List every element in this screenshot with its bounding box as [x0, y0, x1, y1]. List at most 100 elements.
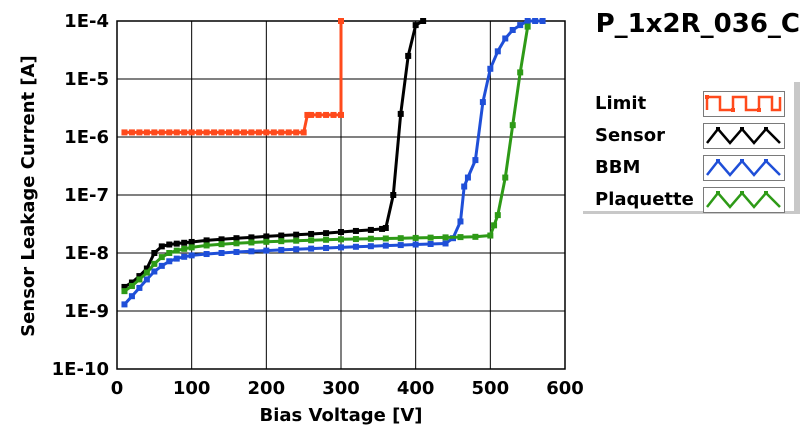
data-point-limit	[188, 129, 195, 136]
data-point-plaquette	[136, 276, 143, 283]
data-point-bbm	[278, 246, 285, 253]
data-point-bbm	[397, 242, 404, 249]
data-point-sensor	[278, 232, 285, 239]
data-point-sensor	[293, 231, 300, 238]
data-point-bbm	[367, 243, 374, 250]
data-point-limit	[300, 129, 307, 136]
data-point-plaquette	[128, 282, 135, 289]
data-point-limit	[270, 129, 277, 136]
x-tick-label: 300	[322, 378, 360, 399]
data-point-sensor	[188, 238, 195, 245]
data-point-bbm	[502, 35, 509, 42]
data-point-limit	[240, 129, 247, 136]
data-point-bbm	[352, 243, 359, 250]
data-point-sensor	[352, 227, 359, 234]
data-point-bbm	[293, 246, 300, 253]
x-tick-label: 400	[397, 378, 435, 399]
legend-label-sensor: Sensor	[595, 125, 665, 146]
legend-entry-plaquette: Plaquette	[583, 184, 794, 216]
data-point-bbm	[121, 301, 128, 308]
data-point-sensor	[397, 110, 404, 117]
y-tick-label: 1E-10	[52, 359, 109, 380]
data-point-sensor	[420, 18, 427, 24]
data-point-plaquette	[502, 174, 509, 181]
y-tick-label: 1E-6	[64, 127, 109, 148]
data-point-sensor	[121, 283, 128, 290]
data-point-limit	[248, 129, 255, 136]
data-point-limit	[136, 129, 143, 136]
data-point-bbm	[532, 18, 539, 24]
data-point-bbm	[248, 248, 255, 255]
data-point-plaquette	[278, 238, 285, 245]
data-point-bbm	[479, 99, 486, 106]
data-point-bbm	[539, 18, 546, 24]
data-point-limit	[173, 129, 180, 136]
data-point-bbm	[487, 65, 494, 72]
data-point-bbm	[457, 218, 464, 225]
x-tick-label: 100	[173, 378, 211, 399]
data-point-limit	[121, 129, 128, 136]
data-point-bbm	[509, 26, 516, 33]
data-point-sensor	[151, 250, 158, 256]
data-point-bbm	[427, 240, 434, 247]
data-point-bbm	[472, 157, 479, 164]
data-point-bbm	[181, 253, 188, 260]
data-point-sensor	[338, 229, 344, 236]
data-point-plaquette	[173, 247, 180, 254]
legend-entry-sensor: Sensor	[583, 120, 794, 152]
data-point-bbm	[218, 250, 225, 256]
data-point-limit	[151, 129, 158, 136]
data-point-bbm	[143, 276, 150, 283]
data-point-bbm	[323, 244, 330, 251]
legend-label-bbm: BBM	[595, 157, 641, 178]
data-point-plaquette	[367, 235, 374, 242]
data-point-sensor	[248, 234, 255, 241]
data-point-sensor	[382, 224, 389, 231]
x-tick-label: 600	[546, 378, 584, 399]
data-point-sensor	[233, 235, 240, 242]
data-point-limit	[211, 129, 218, 136]
data-point-plaquette	[166, 250, 173, 256]
data-point-sensor	[166, 241, 173, 248]
legend-swatch-plaquette	[703, 187, 785, 213]
data-point-sensor	[390, 192, 397, 198]
data-point-limit	[338, 18, 344, 24]
data-point-plaquette	[509, 122, 516, 129]
y-tick-label: 1E-4	[64, 11, 109, 32]
data-point-limit	[143, 129, 150, 136]
data-point-bbm	[136, 284, 143, 291]
data-point-plaquette	[382, 235, 389, 242]
data-point-limit	[330, 111, 337, 118]
y-tick-label: 1E-7	[64, 185, 109, 206]
series-plaquette	[121, 23, 531, 295]
data-point-bbm	[382, 242, 389, 249]
data-point-sensor	[308, 230, 315, 237]
data-point-bbm	[461, 183, 468, 190]
data-point-plaquette	[352, 236, 359, 243]
data-point-limit	[203, 129, 210, 136]
data-point-limit	[308, 111, 315, 118]
data-point-limit	[218, 129, 225, 136]
data-point-sensor	[136, 273, 143, 280]
legend-swatch-sensor	[703, 123, 785, 149]
data-point-plaquette	[412, 234, 419, 241]
data-point-limit	[323, 111, 330, 118]
data-point-plaquette	[158, 254, 165, 261]
data-point-plaquette	[487, 232, 494, 239]
series-bbm	[121, 18, 546, 308]
data-point-sensor	[379, 225, 386, 232]
data-point-plaquette	[218, 241, 225, 248]
data-point-bbm	[412, 241, 419, 248]
data-point-bbm	[173, 255, 180, 262]
data-point-plaquette	[323, 236, 330, 243]
data-point-limit	[338, 111, 344, 118]
data-point-sensor	[181, 239, 188, 246]
data-point-plaquette	[338, 236, 344, 243]
data-point-bbm	[524, 18, 531, 24]
plot-area	[116, 18, 566, 370]
data-point-sensor	[405, 52, 412, 59]
x-tick-label: 500	[472, 378, 510, 399]
data-point-sensor	[323, 230, 330, 237]
data-point-sensor	[173, 240, 180, 247]
